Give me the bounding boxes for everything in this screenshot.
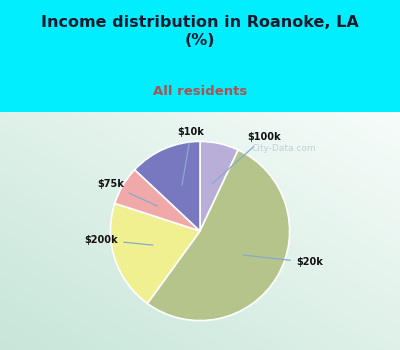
- Wedge shape: [110, 203, 200, 303]
- Text: All residents: All residents: [153, 85, 247, 98]
- Text: $200k: $200k: [85, 235, 153, 245]
- Text: $20k: $20k: [243, 255, 323, 267]
- Wedge shape: [200, 141, 238, 231]
- Text: Income distribution in Roanoke, LA
(%): Income distribution in Roanoke, LA (%): [41, 15, 359, 48]
- Text: $10k: $10k: [178, 127, 204, 186]
- Wedge shape: [115, 170, 200, 231]
- Wedge shape: [147, 150, 290, 321]
- Text: $75k: $75k: [97, 180, 157, 206]
- Text: City-Data.com: City-Data.com: [252, 144, 316, 153]
- Wedge shape: [135, 141, 200, 231]
- Text: $100k: $100k: [212, 132, 281, 184]
